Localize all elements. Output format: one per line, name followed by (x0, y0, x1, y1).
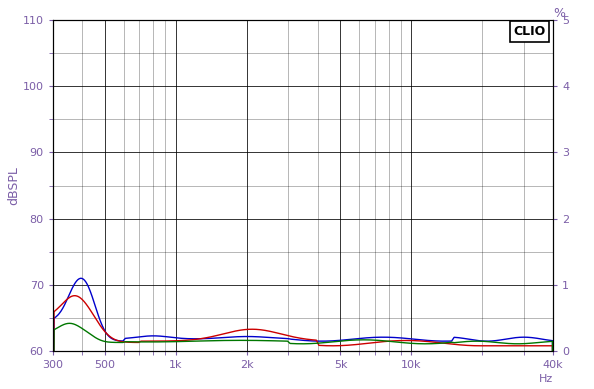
Text: Hz: Hz (539, 374, 553, 384)
Y-axis label: dBSPL: dBSPL (7, 166, 20, 205)
Text: CLIO: CLIO (513, 25, 545, 38)
Text: %: % (553, 7, 565, 20)
